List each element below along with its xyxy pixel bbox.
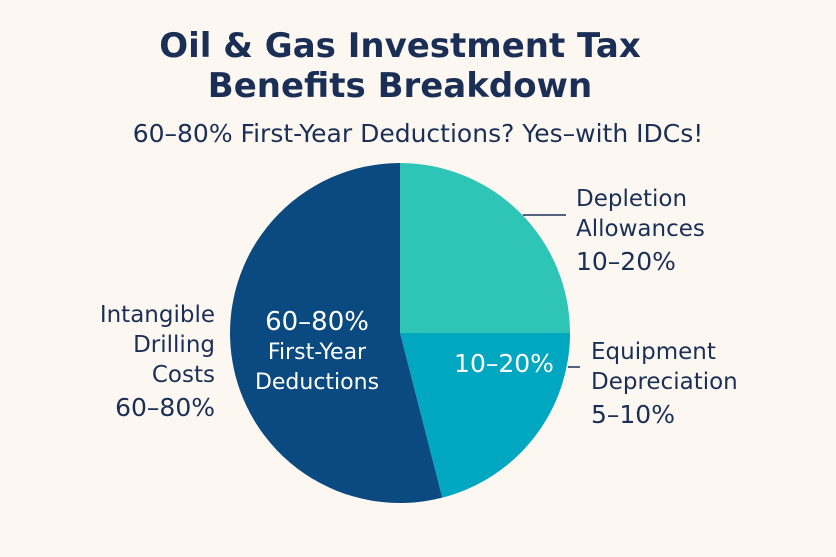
chart-title-line2: Benefits Breakdown xyxy=(207,66,593,106)
slice-equipment-depreciation xyxy=(400,333,571,498)
label-intangible-line1: Intangible xyxy=(99,302,215,328)
label-equipment-line1: Equipment xyxy=(591,339,716,365)
chart-subtitle: 60–80% First-Year Deductions? Yes–with I… xyxy=(132,119,704,148)
inner-idc-percent: 60–80% xyxy=(265,307,369,337)
chart-title-line1: Oil & Gas Investment Tax xyxy=(159,26,641,66)
inner-label-idc: 60–80% First-Year Deductions xyxy=(232,306,402,398)
label-intangible-drilling-costs: Intangible Drilling Costs 60–80% xyxy=(80,300,215,423)
inner-idc-line2: First-Year xyxy=(267,340,367,365)
label-equipment-value: 5–10% xyxy=(591,400,675,429)
label-depletion-line2: Allowances xyxy=(576,216,705,242)
label-equipment-depreciation: Equipment Depreciation 5–10% xyxy=(591,337,738,430)
slice-depletion-allowances xyxy=(400,163,570,333)
inner-label-equipment: 10–20% xyxy=(454,349,554,378)
label-depletion-value: 10–20% xyxy=(576,247,676,276)
label-intangible-line2: Drilling Costs xyxy=(133,332,215,388)
label-intangible-value: 60–80% xyxy=(115,393,215,422)
inner-idc-line3: Deductions xyxy=(254,370,380,395)
pie-slices xyxy=(230,163,571,503)
label-depletion-allowances: Depletion Allowances 10–20% xyxy=(576,184,705,277)
slice-intangible-drilling-costs xyxy=(230,163,443,503)
label-equipment-line2: Depreciation xyxy=(591,369,738,395)
label-depletion-line1: Depletion xyxy=(576,186,688,212)
